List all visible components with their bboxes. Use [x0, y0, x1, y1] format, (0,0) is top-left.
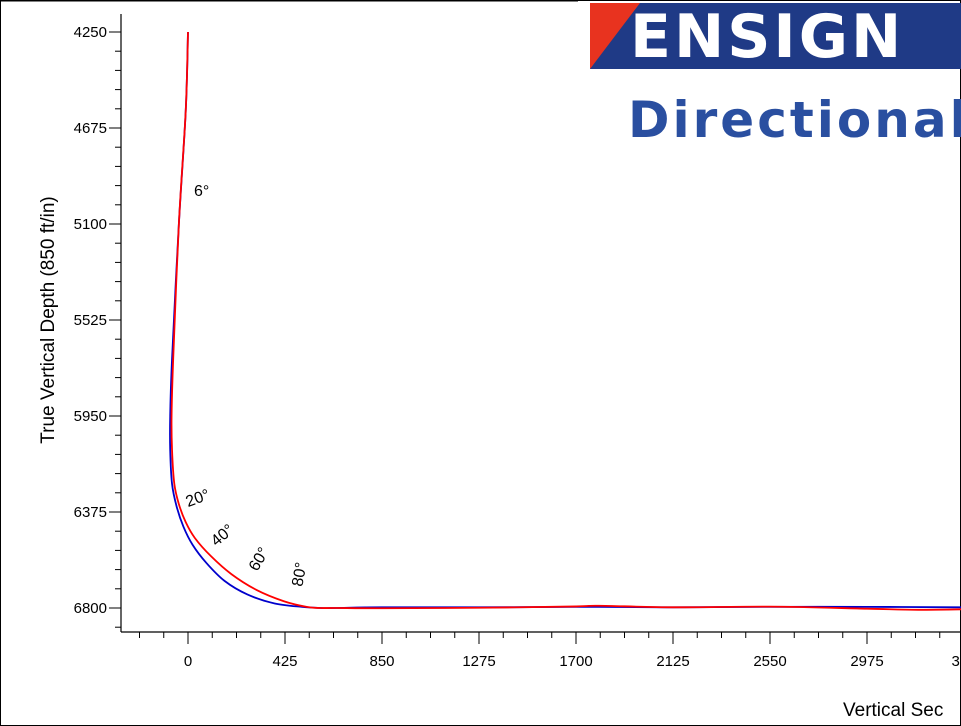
y-tick-label: 6800: [74, 600, 107, 617]
x-tick-label: 340: [951, 653, 961, 670]
logo-banner: [590, 3, 961, 69]
y-tick-label: 5950: [74, 408, 107, 425]
y-tick-label: 6375: [74, 504, 107, 521]
y-tick-label: 4675: [74, 120, 107, 137]
x-tick-label: 850: [369, 653, 394, 670]
x-tick-label: 1700: [559, 653, 592, 670]
inclination-label: 80°: [289, 561, 310, 588]
x-tick-label: 425: [272, 653, 297, 670]
inclination-label: 6°: [194, 183, 209, 200]
y-axis-title: True Vertical Depth (850 ft/in): [38, 196, 59, 443]
ensign-directional-logo: ENSIGN Directional: [590, 2, 961, 149]
logo-red-wedge: [590, 3, 640, 69]
series-line-red: [170, 31, 961, 611]
x-tick-label: 2975: [850, 653, 883, 670]
y-axis-ticks: 4250 4675 5100 5525 5950 6375 6800: [74, 24, 121, 628]
logo-line1: ENSIGN: [630, 2, 904, 72]
y-tick-label: 5100: [74, 216, 107, 233]
x-axis-ticks: 0 425 850 1275 1700 2125 2550 2975 340: [139, 632, 961, 670]
x-tick-label: 2125: [656, 653, 689, 670]
logo-line2: Directional: [628, 91, 961, 149]
axes: 4250 4675 5100 5525 5950 6375 6800 0 425 850 1275…: [74, 14, 961, 670]
x-axis-title: Vertical Sec: [843, 700, 943, 721]
x-tick-label: 1275: [462, 653, 495, 670]
y-tick-label: 4250: [74, 24, 107, 41]
x-tick-label: 0: [184, 653, 192, 670]
x-tick-label: 2550: [753, 653, 786, 670]
y-tick-label: 5525: [74, 312, 107, 329]
series-layer: [169, 31, 961, 611]
